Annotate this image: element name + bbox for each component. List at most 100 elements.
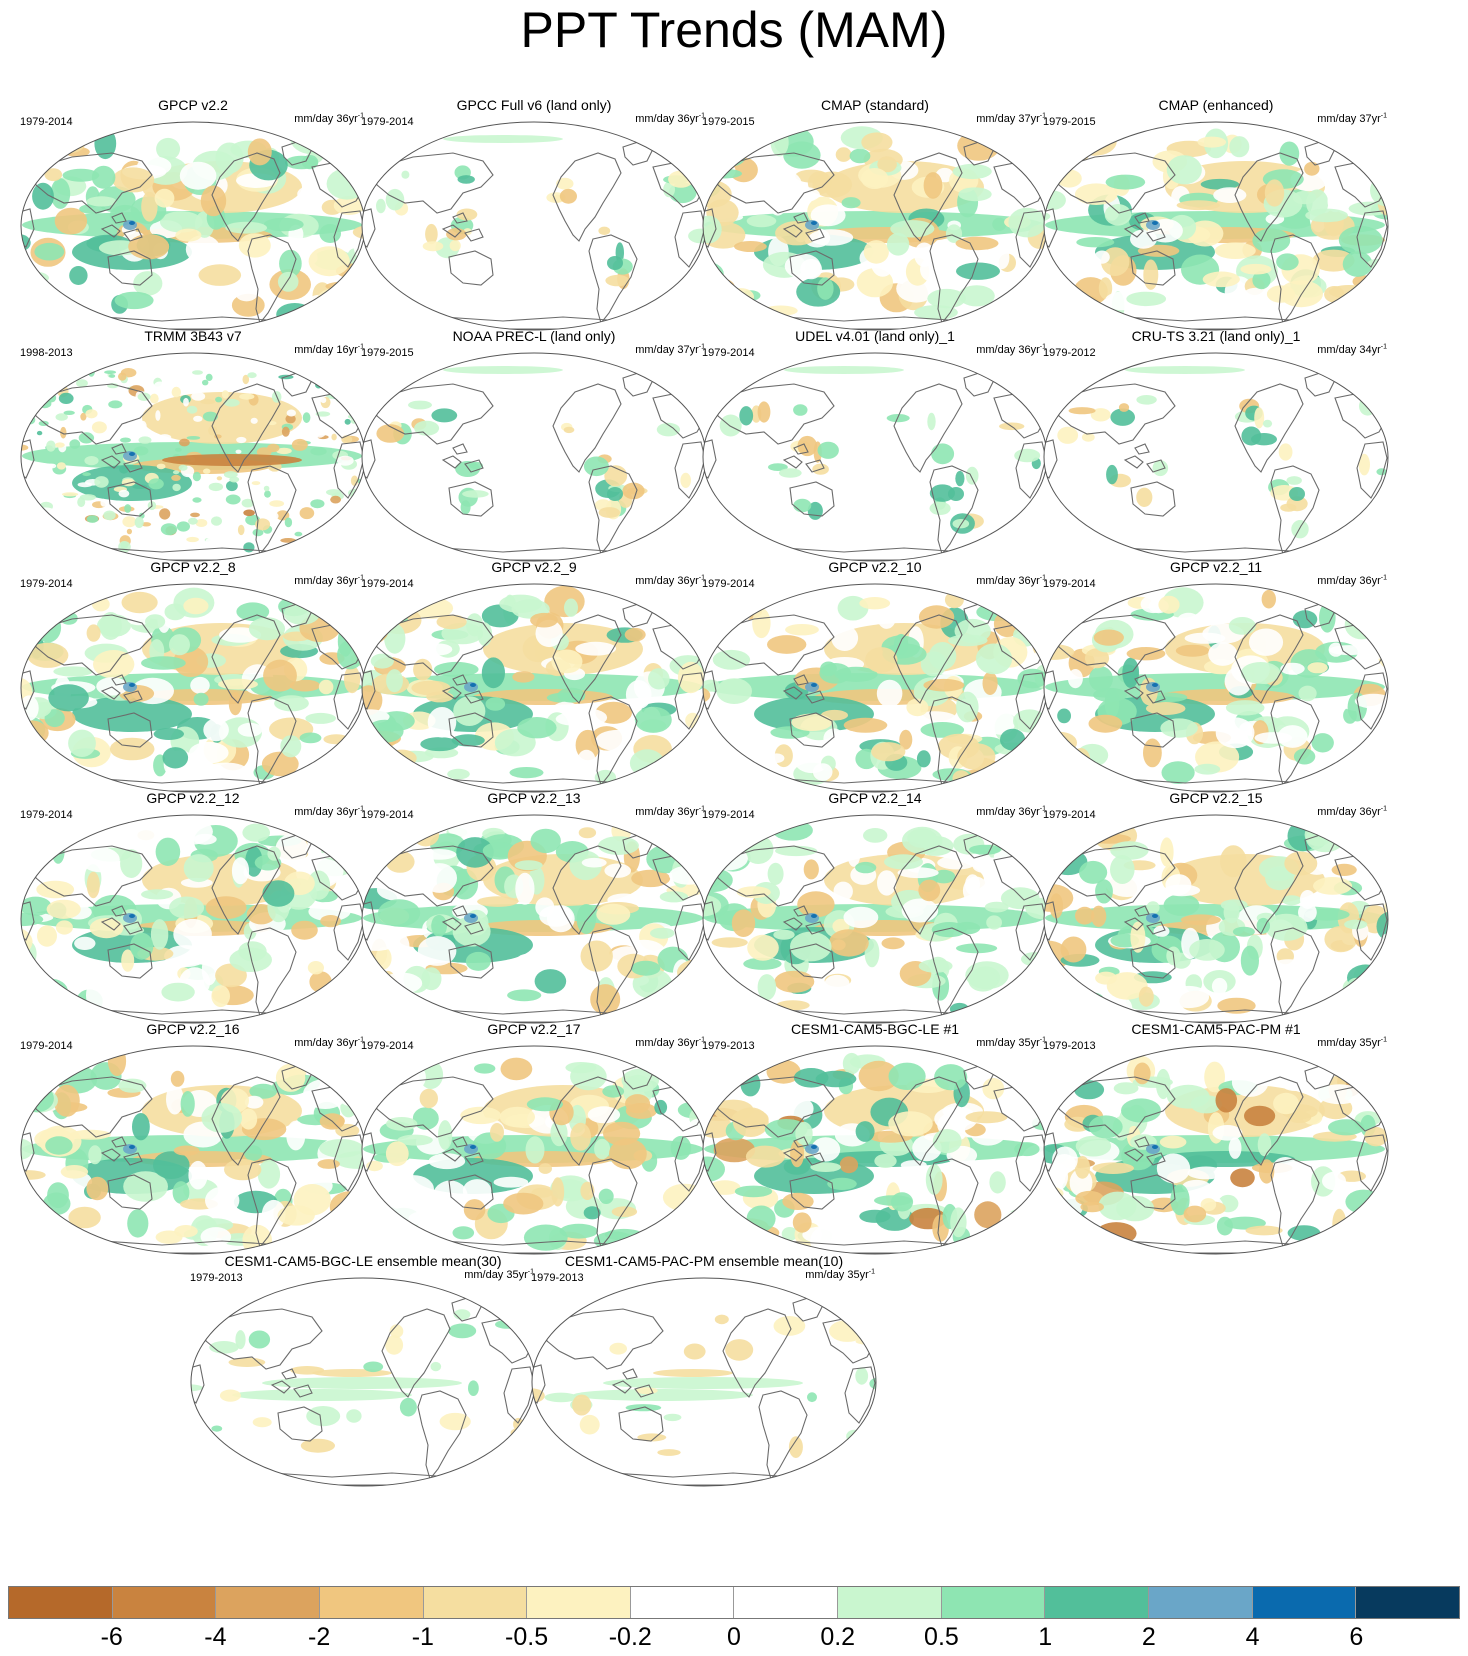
anomaly-patch: [1374, 123, 1388, 153]
coastline: [1234, 383, 1304, 473]
colorbar-swatch: [319, 1587, 424, 1618]
anomaly-patch: [1276, 253, 1299, 271]
anomaly-patch: [1145, 702, 1186, 715]
anomaly-patch: [78, 432, 95, 444]
anomaly-patch: [811, 1145, 817, 1149]
anomaly-patch: [757, 401, 771, 423]
anomaly-patch: [576, 904, 596, 934]
anomaly-patch: [431, 914, 447, 937]
coastline: [1146, 690, 1166, 704]
anomaly-patch: [304, 294, 335, 320]
panel-units-exponent: -1: [527, 1268, 534, 1276]
anomaly-patch: [133, 271, 163, 296]
anomaly-patch: [1374, 627, 1388, 657]
coastline: [191, 1364, 205, 1404]
anomaly-patch: [1228, 617, 1256, 635]
coastline: [21, 439, 35, 479]
anomaly-patch: [139, 420, 147, 433]
anomaly-patch: [515, 872, 535, 905]
anomaly-patch: [231, 857, 250, 885]
panel-units: mm/day 35yr-1: [805, 1268, 875, 1281]
map-panel: CESM1-CAM5-PAC-PM ensemble mean(10) 1979-…: [523, 1253, 885, 1493]
anomaly-patch: [1044, 157, 1068, 170]
panel-units-exponent: -1: [357, 343, 364, 351]
anomaly-patch: [50, 368, 66, 379]
coastline: [722, 1308, 792, 1398]
panel-title: GPCP v2.2_13: [487, 790, 581, 806]
anomaly-patch: [21, 151, 55, 170]
anomaly-patch: [1252, 271, 1271, 290]
panel-units-exponent: -1: [1380, 343, 1387, 351]
anomaly-patch: [130, 932, 154, 960]
anomaly-patch: [1332, 1208, 1347, 1240]
anomaly-patch: [625, 1094, 651, 1114]
anomaly-patch: [141, 191, 158, 222]
panel-units-text: mm/day 37yr: [1317, 113, 1381, 125]
anomaly-patch: [739, 406, 754, 426]
panel-units-text: mm/day 36yr: [1317, 806, 1381, 818]
anomaly-patch: [183, 597, 209, 615]
anomaly-patch: [26, 1212, 65, 1245]
anomaly-patch: [1122, 657, 1140, 688]
anomaly-patch: [242, 823, 270, 842]
anomaly-patch: [776, 1000, 810, 1011]
anomaly-patch: [683, 1343, 706, 1360]
anomaly-patch: [858, 1060, 899, 1092]
anomaly-patch: [1148, 692, 1188, 703]
trend-map: [1043, 121, 1389, 331]
anomaly-patch: [362, 1091, 372, 1112]
anomaly-patch: [1220, 845, 1247, 878]
anomaly-patch: [430, 1361, 442, 1372]
anomaly-patch: [68, 1206, 101, 1229]
anomaly-patch: [1245, 1225, 1283, 1236]
anomaly-patch: [460, 500, 471, 515]
anomaly-patch: [663, 1413, 682, 1422]
anomaly-patch: [945, 224, 963, 243]
anomaly-patch: [703, 180, 732, 208]
coastline: [1356, 903, 1388, 961]
map-panel: CESM1-CAM5-BGC-LE #1 1979-2013 mm/day 35yr…: [694, 1021, 1056, 1261]
anomaly-patch: [477, 896, 519, 907]
anomaly-patch: [918, 605, 955, 629]
anomaly-patch: [21, 510, 23, 519]
anomaly-patch: [85, 409, 98, 419]
anomaly-patch: [148, 478, 164, 490]
map-panel: GPCP v2.2_8 1979-2014 mm/day 36yr-1: [12, 559, 374, 799]
anomaly-patch: [331, 603, 356, 620]
anomaly-patch: [1347, 964, 1385, 991]
anomaly-patch: [68, 729, 96, 757]
anomaly-patch: [526, 1097, 563, 1112]
anomaly-patch: [215, 142, 244, 174]
anomaly-patch: [319, 1139, 364, 1158]
anomaly-patch: [69, 439, 81, 449]
anomaly-patch: [703, 868, 733, 893]
anomaly-patch: [563, 426, 575, 434]
coastline: [793, 212, 809, 224]
anomaly-patch: [362, 937, 395, 951]
anomaly-patch: [795, 169, 828, 183]
anomaly-patch: [760, 169, 802, 201]
anomaly-patch: [310, 447, 327, 456]
coastline: [1234, 152, 1304, 242]
anomaly-patch: [257, 1159, 281, 1189]
anomaly-patch: [725, 1339, 754, 1361]
anomaly-patch: [831, 625, 859, 651]
coastline: [782, 686, 803, 700]
anomaly-patch: [397, 1134, 433, 1146]
anomaly-patch: [200, 185, 227, 217]
anomaly-patch: [795, 1121, 813, 1146]
coastline: [107, 250, 153, 286]
anomaly-patch: [1075, 1190, 1104, 1206]
coastline: [464, 228, 484, 242]
anomaly-patch: [1347, 144, 1373, 159]
anomaly-patch: [427, 707, 457, 738]
anomaly-patch: [251, 481, 261, 486]
anomaly-patch: [381, 972, 423, 994]
anomaly-patch: [1197, 136, 1227, 148]
colorbar-swatch: [630, 1587, 735, 1618]
panel-title: CRU-TS 3.21 (land only)_1: [1131, 328, 1301, 344]
anomaly-patch: [129, 221, 135, 225]
anomaly-patch: [1280, 662, 1305, 675]
anomaly-patch: [109, 737, 155, 761]
coastline: [552, 1076, 622, 1166]
